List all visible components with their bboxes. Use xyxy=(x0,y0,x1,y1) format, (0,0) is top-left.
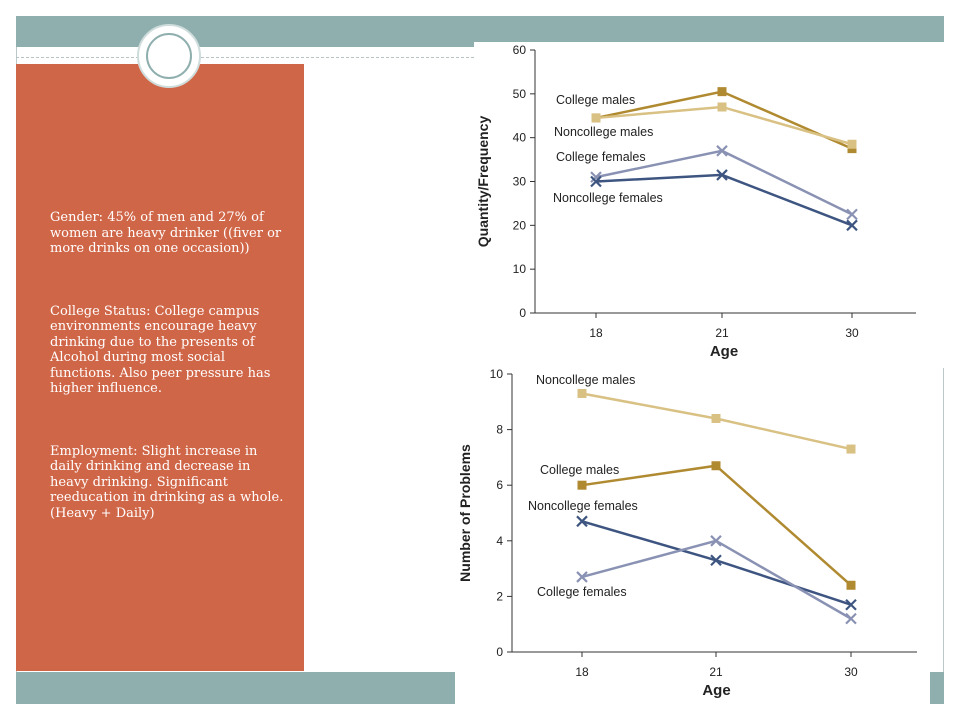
series-label-noncollege-females: Noncollege females xyxy=(528,499,638,513)
point-noncollege-males xyxy=(711,413,721,423)
y-tick-label: 4 xyxy=(496,534,503,548)
point-college-males xyxy=(717,87,727,97)
x-tick-label: 30 xyxy=(845,326,859,340)
point-noncollege-females xyxy=(710,554,722,567)
point-noncollege-females xyxy=(845,598,857,611)
point-college-females xyxy=(710,535,722,547)
y-tick-label: 0 xyxy=(519,306,526,320)
y-tick-label: 30 xyxy=(513,175,527,189)
series-label-college-males: College males xyxy=(556,93,635,107)
x-tick-label: 18 xyxy=(589,326,603,340)
y-axis-label: Number of Problems xyxy=(457,444,473,582)
panel-text-block: Gender: 45% of men and 27% of women are … xyxy=(50,210,288,568)
series-label-noncollege-males: Noncollege males xyxy=(554,125,653,139)
y-tick-label: 10 xyxy=(490,367,504,381)
chart-number-of-problems-svg: 0 2 4 6 8 10 18 21 30 Age Number of Problems Noncol… xyxy=(457,367,917,699)
series-label-noncollege-males: Noncollege males xyxy=(536,373,635,387)
point-noncollege-males xyxy=(717,102,727,112)
y-tick-label: 10 xyxy=(513,262,527,276)
x-marker-icon xyxy=(710,554,722,567)
series-label-college-females: College females xyxy=(537,585,627,599)
y-tick-label: 8 xyxy=(496,423,503,437)
x-tick-label: 21 xyxy=(715,326,729,340)
point-noncollege-males xyxy=(577,388,587,398)
x-marker-icon xyxy=(590,175,602,188)
chart-quantity-frequency-svg: 0 10 20 30 40 50 60 18 21 30 Age Quantity/Frequency… xyxy=(475,43,916,360)
series-label-college-females: College females xyxy=(556,150,646,164)
chart-quantity-frequency: 0 10 20 30 40 50 60 18 21 30 Age Quantity/Frequency… xyxy=(474,42,944,368)
y-tick-label: 2 xyxy=(496,589,503,603)
series-label-college-males: College males xyxy=(540,463,619,477)
paragraph-college-status: College Status: College campus environme… xyxy=(50,303,271,397)
point-noncollege-males xyxy=(846,444,856,454)
point-noncollege-females xyxy=(716,169,728,181)
y-tick-label: 20 xyxy=(513,218,527,232)
point-noncollege-females xyxy=(846,219,858,232)
paragraph-employment: Employment: Slight increase in daily dri… xyxy=(50,443,284,521)
x-tick-label: 21 xyxy=(709,665,723,679)
x-marker-icon xyxy=(845,598,857,611)
x-marker-icon xyxy=(576,571,588,583)
x-tick-label: 18 xyxy=(575,665,589,679)
y-tick-label: 50 xyxy=(513,87,527,101)
x-axis-label: Age xyxy=(702,682,730,699)
point-college-males xyxy=(577,480,587,490)
point-noncollege-males xyxy=(591,113,601,123)
y-tick-label: 60 xyxy=(513,43,527,57)
x-marker-icon xyxy=(576,515,588,528)
x-marker-icon xyxy=(846,208,858,221)
ring-ornament-icon xyxy=(137,24,201,88)
y-axis-label: Quantity/Frequency xyxy=(475,116,491,248)
point-noncollege-females xyxy=(590,175,602,188)
series-line-college-females xyxy=(581,539,852,620)
y-tick-label: 0 xyxy=(496,645,503,659)
x-marker-icon xyxy=(716,145,728,157)
series-label-noncollege-females: Noncollege females xyxy=(553,191,663,205)
point-college-females xyxy=(716,145,728,157)
point-college-males xyxy=(711,461,721,471)
point-college-males xyxy=(846,580,856,590)
x-axis-label: Age xyxy=(710,343,738,360)
x-marker-icon xyxy=(716,169,728,181)
paragraph-gender: Gender: 45% of men and 27% of women are … xyxy=(50,210,282,256)
point-college-females xyxy=(845,612,857,625)
point-noncollege-females xyxy=(576,515,588,528)
x-marker-icon xyxy=(710,535,722,547)
y-tick-label: 6 xyxy=(496,478,503,492)
side-text-panel: Gender: 45% of men and 27% of women are … xyxy=(16,64,304,671)
x-marker-icon xyxy=(845,612,857,625)
x-tick-label: 30 xyxy=(844,665,858,679)
point-college-females xyxy=(846,208,858,221)
ring-inner-circle xyxy=(146,33,192,79)
x-marker-icon xyxy=(846,219,858,232)
point-noncollege-males xyxy=(847,139,857,149)
point-college-females xyxy=(576,571,588,583)
y-tick-label: 40 xyxy=(513,131,527,145)
chart-number-of-problems: 0 2 4 6 8 10 18 21 30 Age Number of Problems Noncol… xyxy=(455,362,930,720)
